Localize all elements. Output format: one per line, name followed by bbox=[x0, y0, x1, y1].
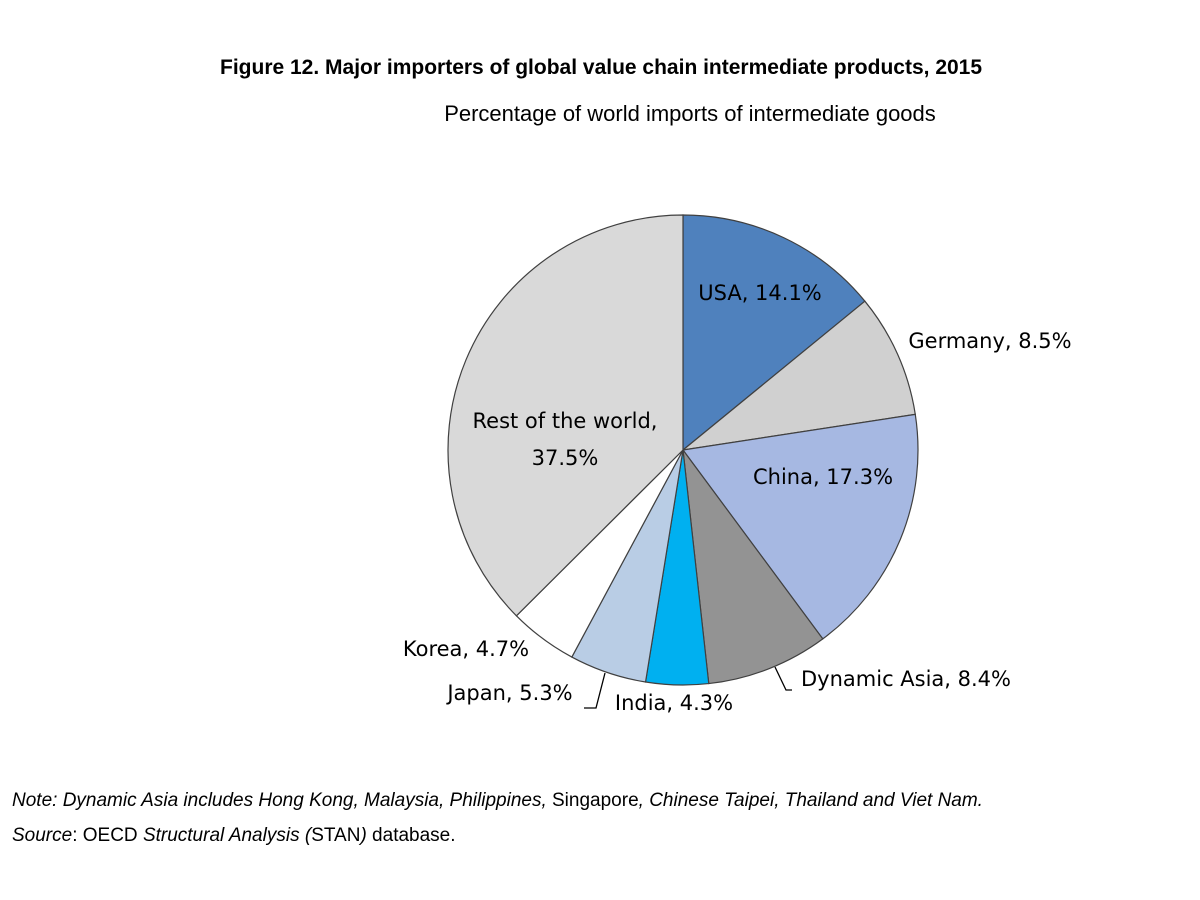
slice-label-germany: Germany, 8.5% bbox=[908, 329, 1071, 353]
source-text: Source: OECD Structural Analysis (STAN) … bbox=[12, 825, 456, 846]
chart-subtitle: Percentage of world imports of intermedi… bbox=[444, 101, 936, 126]
note-text: Note: Dynamic Asia includes Hong Kong, M… bbox=[12, 790, 983, 811]
pie-slice-rest-of-the-world bbox=[447, 214, 684, 617]
slice-label-korea: Korea, 4.7% bbox=[403, 637, 529, 661]
pie-slice-germany bbox=[680, 300, 916, 451]
leader-line-japan bbox=[584, 672, 606, 709]
slice-label-rest-of-the-world: Rest of the world, 37.5% bbox=[473, 409, 658, 470]
pie-chart: USA, 14.1% Germany, 8.5% China, 17.3% Dynam… bbox=[403, 214, 1072, 715]
leader-line-dynamic-asia bbox=[774, 666, 792, 691]
slice-label-japan: Japan, 5.3% bbox=[445, 681, 572, 705]
slice-label-china: China, 17.3% bbox=[753, 465, 893, 489]
pie-slice-usa bbox=[682, 214, 866, 452]
slice-label-usa: USA, 14.1% bbox=[698, 281, 822, 305]
slice-label-india: India, 4.3% bbox=[615, 691, 733, 715]
slice-label-dynamic-asia: Dynamic Asia, 8.4% bbox=[801, 667, 1011, 691]
pie-slice-china bbox=[681, 413, 919, 640]
pie-slice-dynamic-asia bbox=[682, 447, 824, 685]
chart-title: Figure 12. Major importers of global val… bbox=[220, 56, 983, 79]
